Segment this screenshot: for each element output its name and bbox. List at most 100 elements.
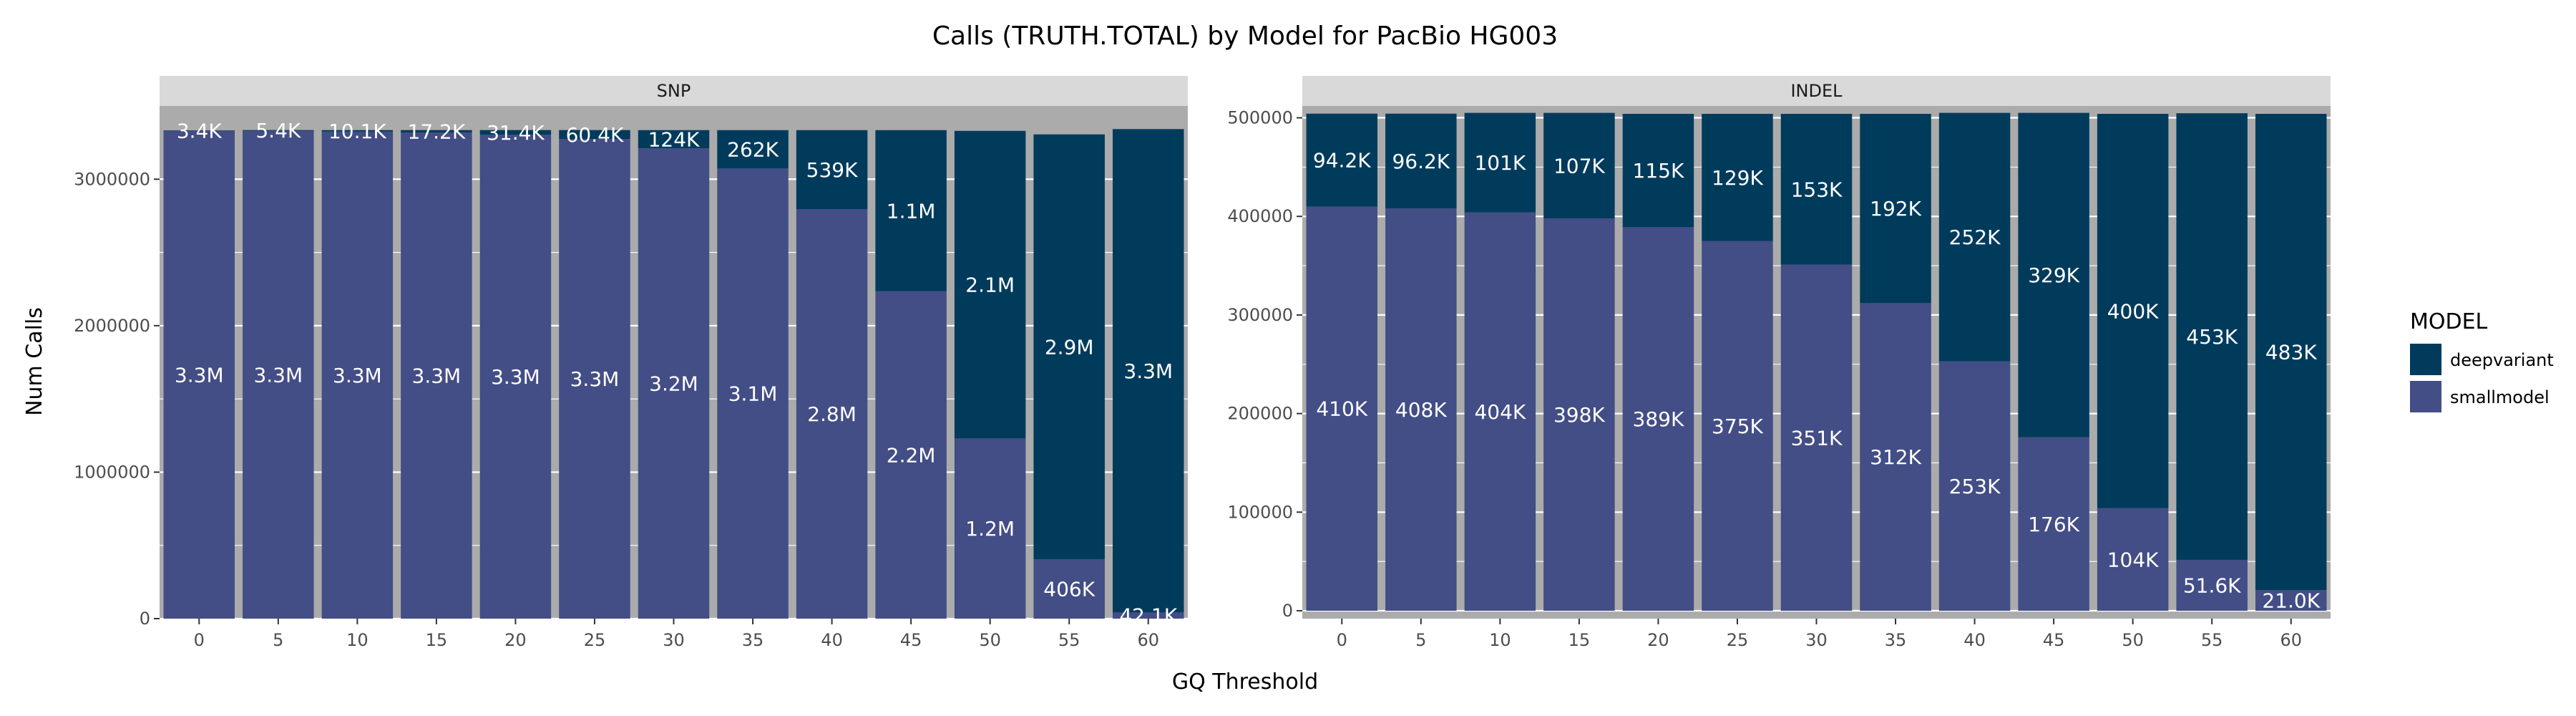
bar-label-deepvariant: 539K — [806, 158, 858, 182]
bar-label-deepvariant: 94.2K — [1313, 149, 1371, 173]
bar-label-smallmodel: 1.2M — [965, 517, 1015, 541]
bar-label-smallmodel: 351K — [1791, 426, 1843, 450]
bar-deepvariant — [954, 130, 1026, 439]
bar-deepvariant — [1033, 134, 1105, 559]
y-tick-label: 0 — [140, 609, 150, 629]
bar-label-smallmodel: 3.1M — [728, 382, 778, 406]
bar-deepvariant — [1306, 113, 1378, 207]
panel-strip — [160, 76, 1188, 106]
bar-smallmodel — [559, 139, 630, 619]
x-tick-label: 0 — [1337, 630, 1347, 650]
bar-label-smallmodel: 389K — [1633, 407, 1684, 431]
bar-label-smallmodel: 3.3M — [412, 364, 462, 388]
y-tick-label: 2000000 — [74, 316, 150, 336]
bar-label-deepvariant: 1.1M — [887, 199, 936, 223]
bar-deepvariant — [717, 130, 789, 169]
bar-label-deepvariant: 124K — [648, 127, 700, 151]
x-tick-label: 15 — [426, 630, 448, 650]
legend-key — [2410, 381, 2441, 412]
bar-deepvariant — [559, 130, 630, 140]
x-tick-label: 25 — [584, 630, 606, 650]
bar-smallmodel — [321, 131, 394, 619]
legend-entry-smallmodel: smallmodel — [2410, 381, 2550, 412]
bar-deepvariant — [875, 130, 947, 291]
bar-smallmodel — [1860, 303, 1931, 611]
bar-deepvariant — [1112, 129, 1184, 613]
bar-smallmodel — [1033, 558, 1105, 619]
bar-label-deepvariant: 153K — [1791, 178, 1843, 201]
bar-smallmodel — [875, 291, 947, 619]
bar-deepvariant — [401, 130, 472, 133]
bar-label-deepvariant: 3.4K — [177, 119, 223, 142]
bar-label-smallmodel: 312K — [1870, 445, 1921, 469]
bar-label-smallmodel: 404K — [1474, 400, 1526, 424]
bar-label-smallmodel: 176K — [2028, 513, 2079, 536]
bar-deepvariant — [243, 130, 314, 131]
y-tick-label: 200000 — [1227, 404, 1293, 424]
bar-deepvariant — [2176, 113, 2248, 560]
bar-smallmodel — [717, 168, 789, 619]
x-tick-label: 45 — [900, 630, 922, 650]
bar-label-smallmodel: 104K — [2107, 548, 2159, 571]
bar-smallmodel — [1306, 206, 1378, 611]
bar-deepvariant — [1938, 112, 2011, 362]
panel-strip-label: SNP — [657, 81, 691, 101]
bar-deepvariant — [2097, 114, 2169, 508]
x-tick-label: 30 — [663, 630, 685, 650]
bar-deepvariant — [1622, 114, 1694, 228]
bar-label-deepvariant: 400K — [2107, 299, 2159, 323]
bar-label-smallmodel: 253K — [1949, 475, 2001, 498]
bar-labels: 3.3M 3.4K 3.3M 5.4K 3.3M 10.1K 3.3M 17.2K 3.3M 31… — [175, 119, 1178, 627]
bar-label-smallmodel: 51.6K — [2183, 574, 2241, 597]
bar-smallmodel — [1938, 361, 2011, 611]
bar-smallmodel — [1780, 264, 1853, 611]
bar-label-deepvariant: 329K — [2028, 263, 2079, 287]
bar-label-smallmodel: 398K — [1553, 403, 1605, 427]
x-tick-label: 50 — [979, 630, 1001, 650]
bar-deepvariant — [163, 130, 235, 131]
bar-smallmodel — [479, 135, 552, 619]
bar-smallmodel — [638, 148, 710, 619]
bar-deepvariant — [321, 130, 394, 132]
bar-smallmodel — [2176, 559, 2248, 611]
legend: MODEL deepvariant smallmodel — [2410, 309, 2554, 412]
bar-smallmodel — [163, 130, 235, 619]
bar-label-smallmodel: 2.2M — [887, 443, 936, 467]
bar-label-deepvariant: 453K — [2186, 325, 2238, 349]
x-tick-label: 55 — [2201, 630, 2223, 650]
bar-labels: 410K 94.2K 408K 96.2K 404K 101K 398K 107K 389K 11… — [1313, 149, 2321, 613]
bar-smallmodel — [1385, 208, 1457, 611]
bar-label-smallmodel: 410K — [1316, 397, 1367, 421]
bar-label-deepvariant: 192K — [1870, 197, 1921, 221]
bar-deepvariant — [1860, 114, 1931, 304]
bar-deepvariant — [1543, 112, 1615, 218]
bar-label-smallmodel: 375K — [1712, 415, 1763, 438]
x-tick-label: 35 — [1885, 630, 1907, 650]
bar-label-deepvariant: 17.2K — [408, 120, 466, 143]
panel-strip-label: INDEL — [1790, 81, 1843, 101]
legend-label: deepvariant — [2450, 350, 2554, 370]
x-tick-label: 5 — [1415, 630, 1426, 650]
bar-label-smallmodel: 21.0K — [2262, 589, 2320, 613]
bar-smallmodel — [2255, 590, 2327, 611]
bar-deepvariant — [2255, 114, 2327, 591]
y-tick-label: 400000 — [1227, 206, 1293, 226]
x-tick-label: 40 — [821, 630, 843, 650]
bar-deepvariant — [1385, 113, 1457, 209]
panel-strip — [1302, 76, 2331, 106]
bar-deepvariant — [479, 130, 552, 135]
bar-label-deepvariant: 483K — [2265, 341, 2317, 364]
bar-label-deepvariant: 60.4K — [566, 123, 624, 147]
x-tick-label: 60 — [2280, 630, 2302, 650]
x-tick-label: 20 — [1647, 630, 1669, 650]
bar-label-smallmodel: 3.3M — [570, 367, 620, 391]
bar-label-deepvariant: 2.9M — [1045, 335, 1094, 359]
bar-smallmodel — [1543, 218, 1615, 611]
x-tick-label: 60 — [1137, 630, 1159, 650]
bar-label-smallmodel: 2.8M — [807, 402, 857, 426]
x-tick-label: 30 — [1805, 630, 1828, 650]
bars — [1306, 112, 2327, 611]
panel-indel: INDEL 410K 94.2K 408K 96.2K 404K 101K 398K 107K 3… — [1227, 76, 2331, 650]
legend-key — [2410, 344, 2441, 375]
